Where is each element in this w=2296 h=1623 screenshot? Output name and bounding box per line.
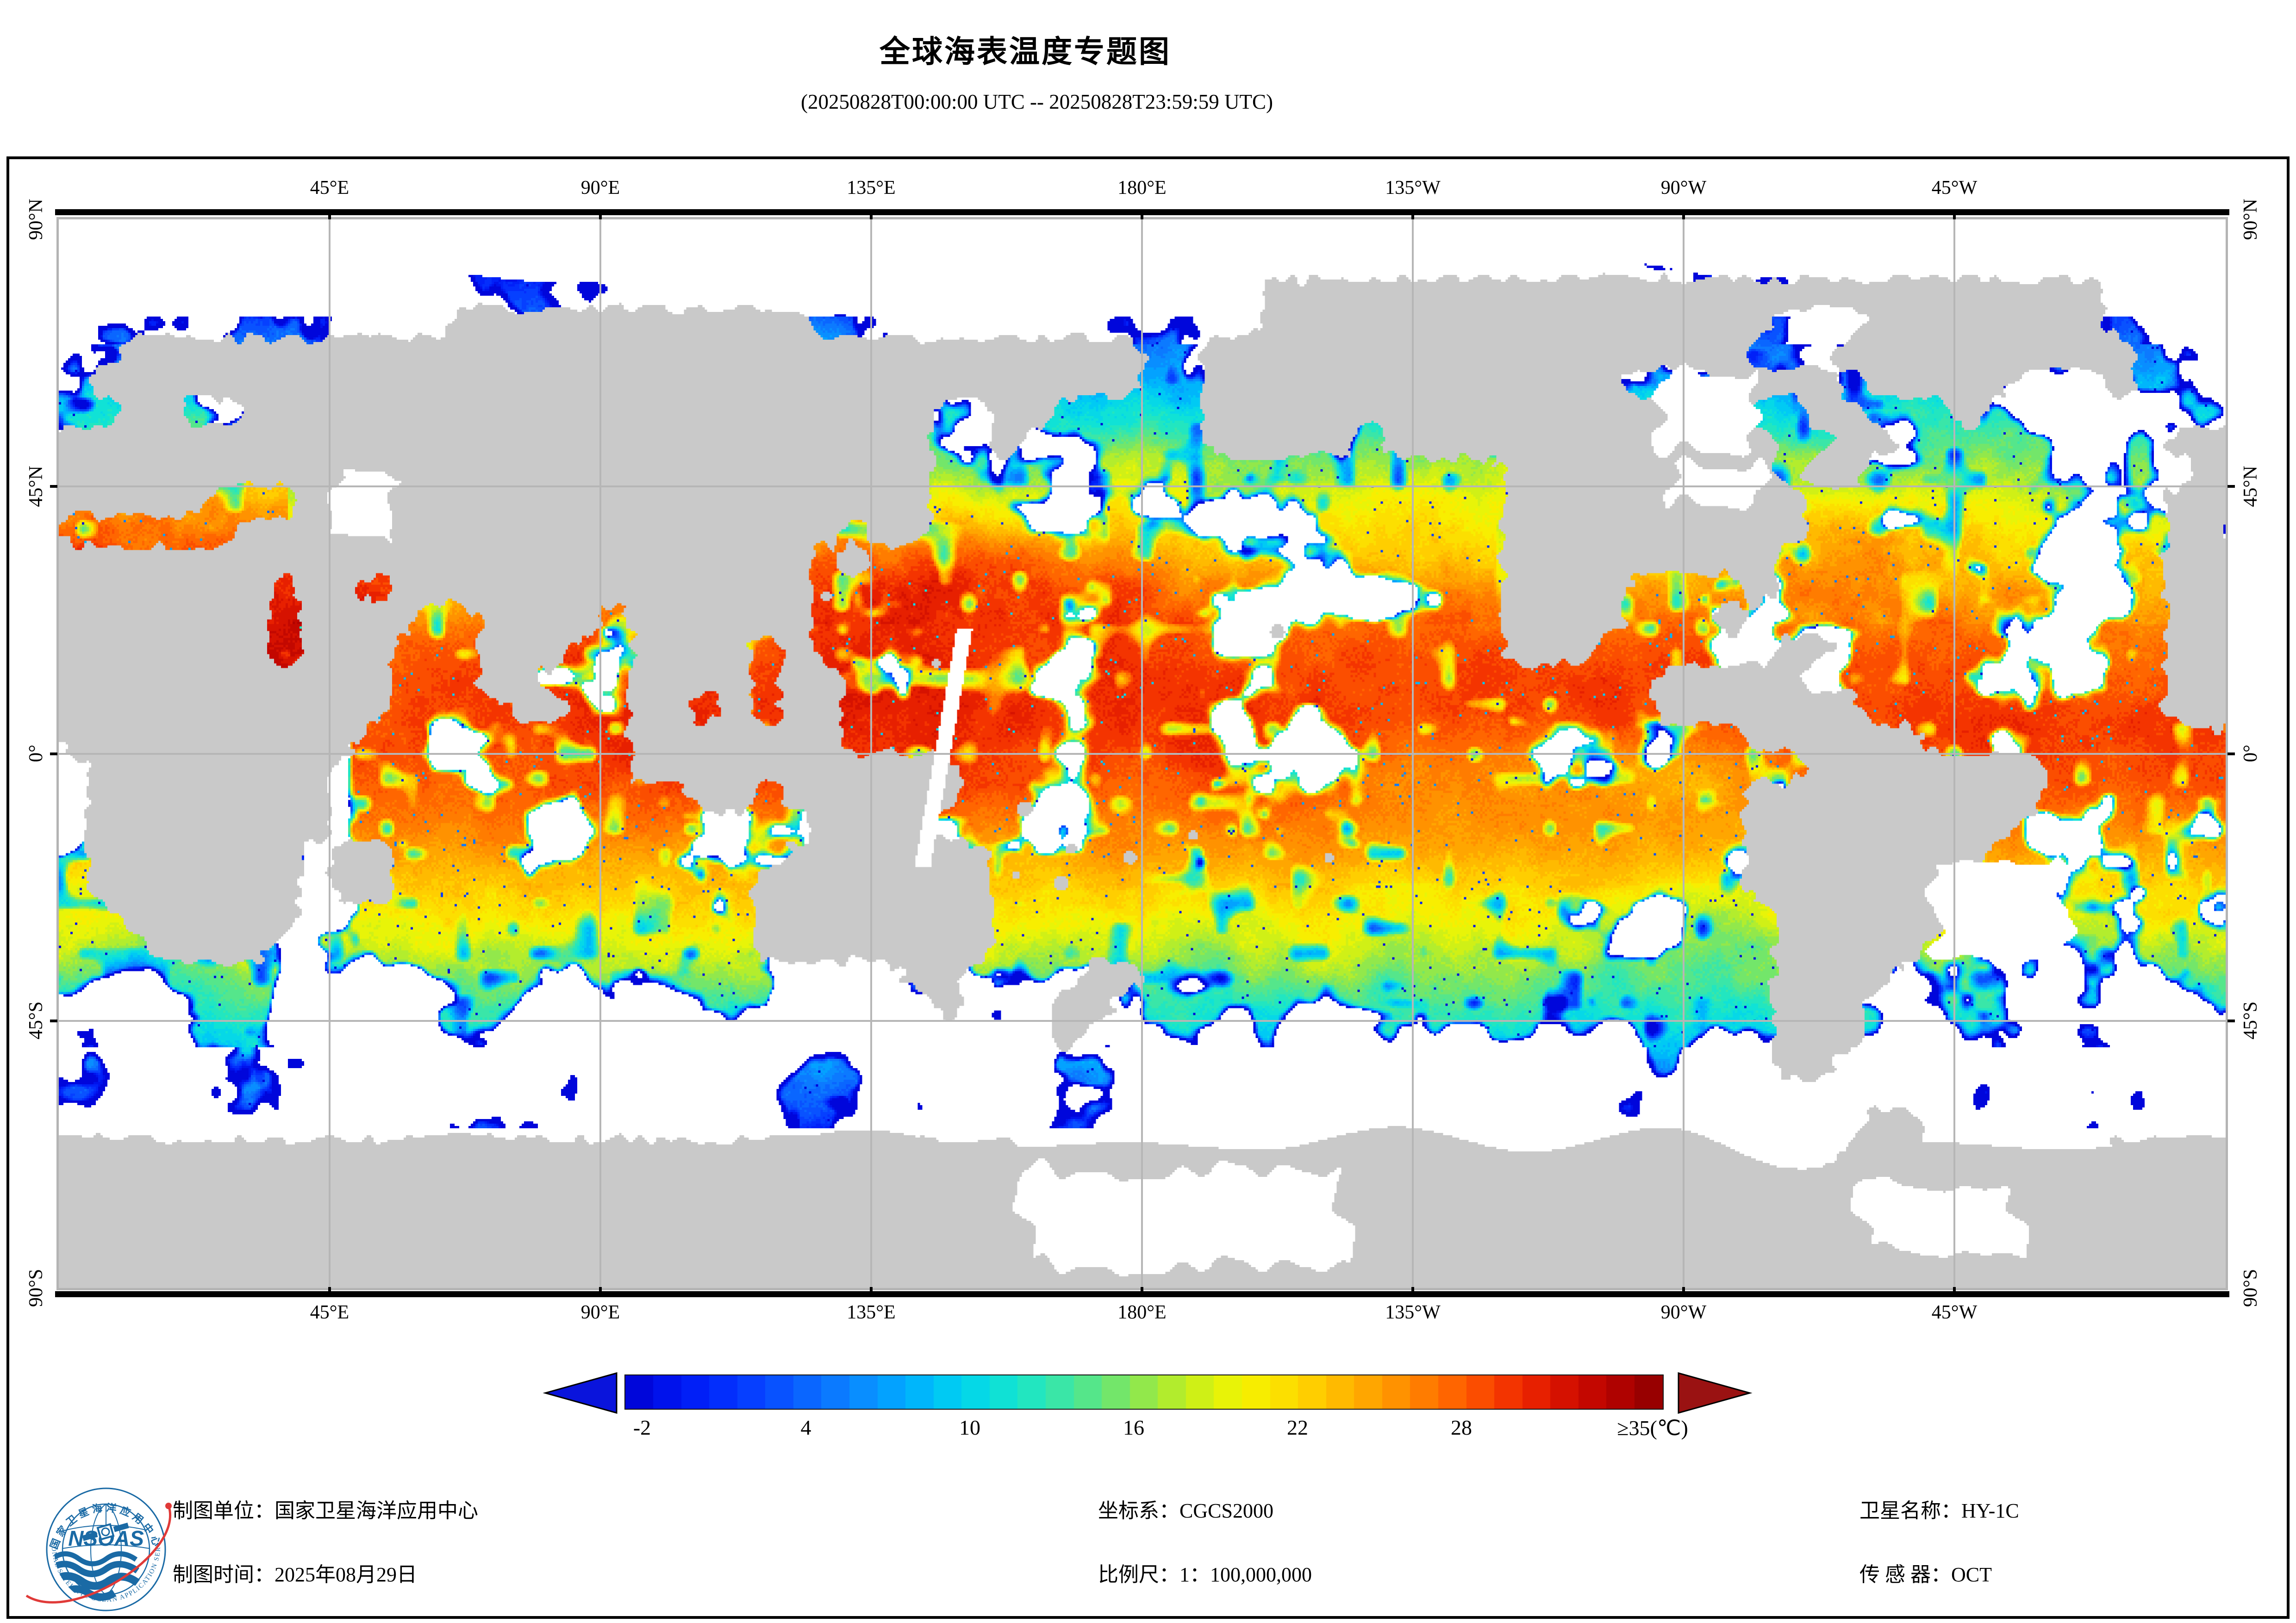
lat-tick-label-right: 90°N	[2240, 199, 2261, 240]
footer-mapping-agency: 制图单位：国家卫星海洋应用中心	[173, 1499, 478, 1522]
lon-tick-label-top: 135°W	[1385, 177, 1441, 199]
axis-tick	[2227, 1020, 2235, 1022]
sst-map-canvas	[59, 219, 2226, 1288]
axis-tick	[2227, 485, 2235, 488]
axis-tick	[599, 215, 602, 219]
page-title: 全球海表温度专题图	[880, 34, 1171, 68]
lat-tick-label-left: 45°N	[25, 466, 47, 507]
lon-tick-label-top: 90°E	[580, 177, 620, 199]
axis-tick	[1953, 1287, 1956, 1291]
lat-tick-label-left: 90°S	[25, 1269, 47, 1307]
map-top-axis-bar	[55, 209, 2229, 215]
lon-tick-label-top: 90°W	[1660, 177, 1707, 199]
lon-tick-label-top: 135°E	[847, 177, 896, 199]
lon-tick-label-bottom: 90°E	[580, 1302, 620, 1323]
lat-tick-label-right: 45°N	[2240, 466, 2261, 507]
colorbar-tick-label: 22	[1287, 1416, 1308, 1439]
outer-frame	[6, 156, 2290, 1619]
lat-tick-label-right: 90°S	[2240, 1269, 2261, 1307]
axis-tick	[2227, 752, 2235, 755]
logo-orbit	[25, 1506, 171, 1604]
footer-scale: 比例尺：1：100,000,000	[1098, 1563, 1312, 1586]
map-bottom-axis-bar	[55, 1291, 2229, 1297]
colorbar-tick-label: ≥35(℃)	[1617, 1416, 1688, 1440]
axis-tick	[328, 215, 331, 219]
lon-tick-label-bottom: 180°E	[1117, 1302, 1167, 1323]
footer-sensor: 传 感 器：OCT	[1859, 1563, 1992, 1586]
lat-tick-label-right: 0°	[2240, 745, 2261, 762]
axis-tick	[1682, 1287, 1685, 1291]
axis-tick	[599, 1287, 602, 1291]
axis-tick	[1141, 215, 1143, 219]
axis-tick	[1411, 1287, 1414, 1291]
footer-mapping-date: 制图时间：2025年08月29日	[173, 1563, 417, 1586]
colorbar-right-arrow-icon	[1678, 1372, 1753, 1414]
lon-tick-label-bottom: 135°E	[847, 1302, 896, 1323]
axis-tick	[328, 1287, 331, 1291]
axis-tick	[1141, 1287, 1143, 1291]
axis-tick	[50, 485, 57, 488]
lat-tick-label-right: 45°S	[2240, 1001, 2261, 1040]
colorbar-gradient	[625, 1375, 1663, 1409]
lon-tick-label-bottom: 45°E	[310, 1302, 349, 1323]
nsoas-logo: NSOAS 国家卫星海洋应用中心 NATIONAL SATELLITE OCEA…	[25, 1480, 172, 1611]
colorbar-left-arrow-icon	[543, 1372, 618, 1414]
footer-coordinate-system: 坐标系：CGCS2000	[1098, 1499, 1273, 1522]
axis-tick	[870, 215, 873, 219]
lat-tick-label-left: 45°S	[25, 1001, 47, 1040]
lon-tick-label-bottom: 90°W	[1660, 1302, 1707, 1323]
time-range-subtitle: (20250828T00:00:00 UTC -- 20250828T23:59…	[801, 90, 1273, 113]
axis-tick	[50, 752, 57, 755]
colorbar-tick-label: 16	[1123, 1416, 1144, 1439]
lon-tick-label-bottom: 135°W	[1385, 1302, 1441, 1323]
colorbar-tick-label: 28	[1451, 1416, 1472, 1439]
lat-tick-label-left: 0°	[25, 745, 47, 762]
axis-tick	[870, 1287, 873, 1291]
colorbar-tick-label: -2	[633, 1416, 651, 1439]
axis-tick	[50, 1020, 57, 1022]
colorbar-tick-label: 4	[800, 1416, 811, 1439]
colorbar	[624, 1374, 1664, 1410]
lon-tick-label-top: 45°E	[310, 177, 349, 199]
logo-satellite-icon	[82, 1523, 129, 1541]
lon-tick-label-top: 45°W	[1931, 177, 1978, 199]
lon-tick-label-top: 180°E	[1117, 177, 1167, 199]
logo-orbit-head	[165, 1503, 172, 1509]
lon-tick-label-bottom: 45°W	[1931, 1302, 1978, 1323]
footer-satellite-name: 卫星名称：HY-1C	[1859, 1499, 2019, 1522]
axis-tick	[1411, 215, 1414, 219]
lat-tick-label-left: 90°N	[25, 199, 47, 240]
axis-tick	[1682, 215, 1685, 219]
axis-tick	[1953, 215, 1956, 219]
colorbar-tick-label: 10	[959, 1416, 980, 1439]
